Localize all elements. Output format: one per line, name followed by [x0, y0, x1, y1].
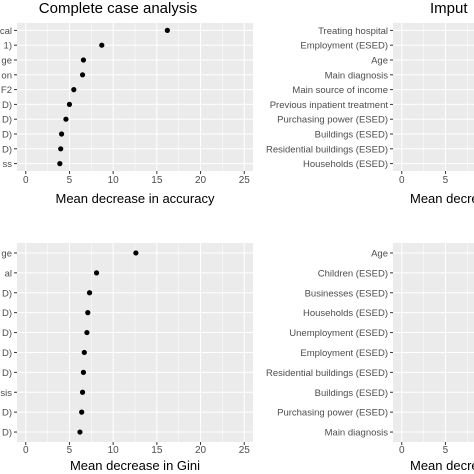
chart-top-left: cal 1) ge on F2 D) D) D) D) ss 0 5 10 15 20 25 Mean decr… — [0, 23, 253, 206]
x-tick-label: 20 — [195, 445, 207, 456]
y-tick-label: Unemployment (ESED) — [289, 328, 388, 339]
y-tick-label: ge — [1, 56, 12, 67]
data-point — [58, 131, 65, 137]
y-tick-label: Age — [371, 248, 388, 259]
x-axis-label: Mean decrease in accuracy — [56, 191, 215, 206]
x-tick-label: 10 — [108, 445, 120, 456]
data-point — [84, 329, 90, 336]
x-tick-label: 0 — [399, 175, 405, 186]
y-tick-label: D) — [2, 348, 12, 359]
chart-bottom-left: ge al D) D) D) D) D) sis D) D) 0 5 10 15 20 25 Mean decr… — [0, 243, 253, 473]
data-point — [79, 389, 86, 395]
y-tick-label: Purchasing power (ESED) — [277, 115, 388, 126]
data-point — [79, 72, 86, 78]
y-tick-label: D) — [2, 368, 12, 379]
x-tick-label: 0 — [399, 445, 405, 456]
data-point — [79, 409, 85, 415]
data-point — [99, 42, 105, 48]
y-tick-label: 1) — [4, 41, 12, 52]
data-point — [80, 57, 87, 63]
y-tick-label: Previous inpatient treatment — [270, 100, 389, 111]
y-tick-label: Buildings (ESED) — [315, 130, 388, 141]
data-point — [133, 250, 139, 256]
y-tick-label: Households (ESED) — [303, 159, 388, 170]
panel-title-left: Complete case analysis — [39, 0, 197, 17]
data-point — [63, 116, 69, 122]
y-tick-label: Employment (ESED) — [300, 41, 388, 52]
panel-title-right: Imput — [430, 0, 468, 17]
x-tick-label: 25 — [239, 175, 251, 186]
y-tick-label: Main source of income — [292, 85, 388, 96]
y-tick-label: Residential buildings (ESED) — [266, 368, 388, 379]
data-point — [66, 101, 73, 107]
data-point — [93, 270, 100, 276]
x-tick-label: 5 — [443, 175, 449, 186]
data-point — [77, 429, 83, 435]
y-tick-label: Households (ESED) — [303, 308, 388, 319]
y-tick-label: Main diagnosis — [325, 70, 389, 81]
data-point — [164, 27, 170, 33]
x-tick-label: 25 — [239, 445, 251, 456]
x-tick-label: 5 — [67, 445, 73, 456]
y-tick-label: D) — [2, 288, 12, 299]
x-tick-label: 5 — [67, 175, 73, 186]
y-tick-label: ss — [3, 159, 13, 170]
y-tick-label: al — [5, 268, 12, 279]
chart-bottom-right: Age Children (ESED) Businesses (ESED) House… — [266, 243, 474, 473]
y-tick-label: Main diagnosis — [325, 428, 389, 439]
data-point — [71, 87, 77, 93]
y-tick-label: Employment (ESED) — [300, 348, 388, 359]
y-tick-label: D) — [2, 408, 12, 419]
y-tick-label: Age — [371, 56, 388, 67]
x-axis-label: Mean decrease in Gini — [70, 458, 200, 473]
y-tick-label: cal — [0, 26, 12, 37]
y-tick-label: D) — [2, 100, 12, 111]
y-tick-label: ge — [1, 248, 12, 259]
data-point — [57, 161, 63, 167]
y-tick-label: Buildings (ESED) — [315, 388, 388, 399]
x-tick-label: 15 — [151, 445, 163, 456]
y-tick-label: Treating hospital — [318, 26, 388, 37]
panel-background — [393, 23, 474, 171]
y-tick-label: sis — [0, 388, 12, 399]
x-tick-label: 10 — [108, 175, 120, 186]
data-point — [86, 290, 93, 296]
x-tick-label: 5 — [443, 445, 449, 456]
x-axis-label: Mean decre — [410, 191, 474, 206]
data-point — [81, 349, 87, 356]
y-tick-label: D) — [2, 115, 12, 126]
y-tick-label: Businesses (ESED) — [305, 288, 388, 299]
y-tick-label: D) — [2, 308, 12, 319]
x-tick-label: 15 — [151, 175, 163, 186]
x-axis-label: Mean decre — [410, 458, 474, 473]
y-tick-label: F2 — [1, 85, 12, 96]
x-tick-label: 0 — [23, 445, 29, 456]
data-point — [80, 369, 87, 375]
y-tick-label: D) — [2, 144, 12, 155]
x-tick-label: 0 — [23, 175, 29, 186]
y-tick-label: Residential buildings (ESED) — [266, 144, 388, 155]
x-tick-label: 20 — [195, 175, 207, 186]
y-tick-label: D) — [2, 130, 12, 141]
data-point — [58, 146, 64, 152]
panel-background — [393, 243, 474, 442]
chart-top-right: Treating hospital Employment (ESED) Age Mai… — [266, 23, 474, 206]
data-point — [85, 310, 91, 316]
y-tick-label: D) — [2, 428, 12, 439]
y-tick-label: on — [1, 70, 12, 81]
y-tick-label: Purchasing power (ESED) — [277, 408, 388, 419]
y-tick-label: D) — [2, 328, 12, 339]
y-tick-label: Children (ESED) — [318, 268, 388, 279]
